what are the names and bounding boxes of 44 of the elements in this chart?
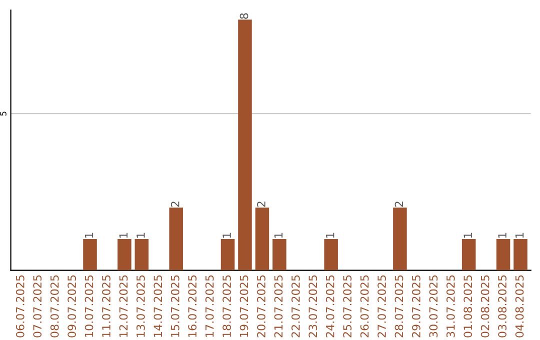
data-label: 1 xyxy=(222,232,231,238)
data-label: 1 xyxy=(84,232,94,238)
data-label: 1 xyxy=(515,232,524,238)
data-label: 2 xyxy=(394,202,404,207)
x-tick-label: 09.07.2025 xyxy=(68,275,76,338)
x-tick-label: 16.07.2025 xyxy=(188,275,197,337)
x-tick-label: 31.07.2025 xyxy=(446,275,455,338)
x-tick-label: 06.07.2025 xyxy=(16,275,24,338)
x-tick-label: 26.07.2025 xyxy=(360,275,369,338)
x-tick-label: 28.07.2025 xyxy=(394,275,404,338)
x-tick-label: 01.08.2025 xyxy=(464,275,472,338)
x-tick-label: 13.07.2025 xyxy=(136,275,145,337)
data-label: 8 xyxy=(240,13,248,19)
x-tick-label: 29.07.2025 xyxy=(412,275,420,338)
data-label: 1 xyxy=(119,232,128,238)
data-label: 1 xyxy=(326,232,334,238)
x-tick-label: 07.07.2025 xyxy=(33,275,42,338)
data-label: 1 xyxy=(498,232,506,238)
x-tick-label: 12.07.2025 xyxy=(119,275,128,337)
x-tick-label: 30.07.2025 xyxy=(429,275,438,338)
x-tick-label: 15.07.2025 xyxy=(170,275,180,337)
data-label: 2 xyxy=(170,202,180,207)
x-tick-label: 22.07.2025 xyxy=(291,275,300,338)
x-tick-label: 20.07.2025 xyxy=(257,275,266,338)
x-tick-label: 04.08.2025 xyxy=(515,275,524,338)
data-label: 2 xyxy=(257,202,266,207)
y-tick-label: 5 xyxy=(0,112,6,116)
x-tick-label: 17.07.2025 xyxy=(205,275,214,337)
x-tick-label: 10.07.2025 xyxy=(84,275,94,337)
x-tick-label: 21.07.2025 xyxy=(274,275,283,338)
data-label: 1 xyxy=(136,232,145,238)
x-tick-label: 23.07.2025 xyxy=(308,275,318,338)
x-tick-label: 08.07.2025 xyxy=(50,275,59,338)
x-tick-label: 19.07.2025 xyxy=(240,275,248,337)
data-label: 1 xyxy=(274,232,282,238)
data-label: 1 xyxy=(464,232,472,238)
x-tick-label: 03.08.2025 xyxy=(498,275,506,338)
x-tick-label: 14.07.2025 xyxy=(154,275,162,337)
x-tick-label: 02.08.2025 xyxy=(480,275,490,338)
x-tick-label: 27.07.2025 xyxy=(378,275,386,338)
x-tick-label: 24.07.2025 xyxy=(326,275,334,338)
x-tick-label: 25.07.2025 xyxy=(343,275,352,338)
x-tick-label: 11.07.2025 xyxy=(102,275,110,337)
x-tick-label: 18.07.2025 xyxy=(222,275,231,337)
